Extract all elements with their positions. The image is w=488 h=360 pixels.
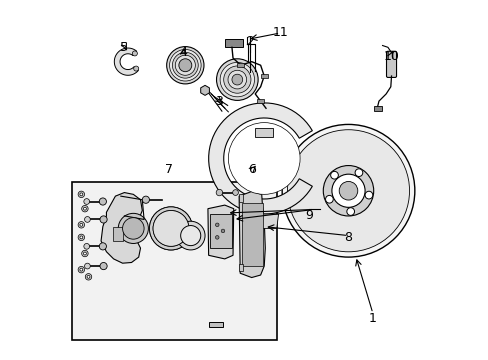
Polygon shape — [208, 103, 312, 214]
Circle shape — [179, 59, 191, 72]
Circle shape — [133, 66, 139, 71]
Circle shape — [81, 206, 88, 212]
Circle shape — [228, 123, 300, 194]
Circle shape — [80, 193, 82, 196]
Polygon shape — [200, 85, 209, 95]
Text: 10: 10 — [383, 50, 399, 63]
Circle shape — [84, 263, 90, 269]
Bar — [255, 128, 273, 137]
Bar — [210, 214, 231, 248]
Bar — [239, 264, 243, 271]
Circle shape — [80, 224, 82, 226]
Circle shape — [221, 229, 224, 233]
Circle shape — [175, 55, 195, 75]
Circle shape — [227, 70, 246, 89]
Circle shape — [346, 208, 354, 215]
Circle shape — [85, 274, 92, 280]
Circle shape — [78, 222, 84, 228]
Circle shape — [166, 46, 203, 84]
Circle shape — [365, 191, 372, 199]
Circle shape — [87, 275, 90, 278]
Circle shape — [118, 213, 148, 243]
Polygon shape — [114, 48, 138, 75]
Text: 1: 1 — [368, 311, 376, 325]
Circle shape — [83, 199, 89, 204]
Bar — [112, 226, 123, 241]
Circle shape — [80, 236, 82, 239]
Circle shape — [100, 262, 107, 270]
Bar — [224, 40, 242, 47]
Polygon shape — [207, 205, 233, 259]
Circle shape — [83, 207, 86, 210]
Circle shape — [232, 190, 238, 195]
Circle shape — [282, 125, 414, 257]
Circle shape — [157, 215, 184, 242]
Bar — [257, 99, 264, 103]
Circle shape — [176, 221, 204, 250]
Circle shape — [287, 130, 408, 252]
Polygon shape — [209, 322, 223, 327]
Circle shape — [172, 52, 198, 78]
Text: 2: 2 — [245, 35, 253, 49]
Circle shape — [330, 171, 338, 179]
Circle shape — [122, 218, 144, 239]
Bar — [72, 182, 276, 339]
Circle shape — [331, 174, 365, 207]
Bar — [373, 106, 382, 111]
Circle shape — [354, 169, 362, 176]
Circle shape — [216, 59, 258, 100]
Circle shape — [78, 266, 84, 273]
Circle shape — [149, 207, 192, 250]
Bar — [237, 63, 244, 67]
Polygon shape — [249, 214, 278, 228]
Circle shape — [223, 66, 250, 93]
Text: 8: 8 — [344, 231, 352, 244]
Circle shape — [215, 235, 219, 239]
Circle shape — [325, 195, 333, 203]
Circle shape — [231, 74, 242, 85]
Bar — [239, 194, 243, 202]
Text: 4: 4 — [179, 46, 187, 59]
Circle shape — [81, 250, 88, 257]
Circle shape — [99, 243, 106, 250]
Text: 11: 11 — [272, 27, 287, 40]
Circle shape — [215, 223, 219, 226]
Text: 9: 9 — [305, 210, 312, 222]
Circle shape — [78, 234, 84, 240]
Text: 6: 6 — [247, 163, 255, 176]
Bar — [242, 203, 262, 266]
Circle shape — [216, 189, 222, 196]
Polygon shape — [101, 193, 142, 263]
Circle shape — [80, 268, 82, 271]
Circle shape — [100, 216, 107, 223]
Circle shape — [153, 211, 188, 246]
Text: 7: 7 — [165, 163, 173, 176]
Circle shape — [84, 217, 90, 222]
Text: 3: 3 — [215, 95, 223, 108]
Circle shape — [83, 243, 89, 249]
Circle shape — [220, 62, 254, 97]
Circle shape — [323, 166, 373, 216]
Circle shape — [99, 198, 106, 205]
Bar — [260, 74, 267, 78]
Circle shape — [149, 207, 192, 250]
Circle shape — [132, 51, 137, 56]
Circle shape — [83, 252, 86, 255]
FancyBboxPatch shape — [386, 51, 396, 77]
Circle shape — [153, 211, 188, 246]
Circle shape — [180, 226, 201, 246]
Circle shape — [142, 196, 149, 203]
Circle shape — [339, 181, 357, 200]
Text: 5: 5 — [120, 41, 128, 54]
Circle shape — [169, 49, 201, 81]
Polygon shape — [239, 192, 265, 278]
Circle shape — [78, 191, 84, 198]
